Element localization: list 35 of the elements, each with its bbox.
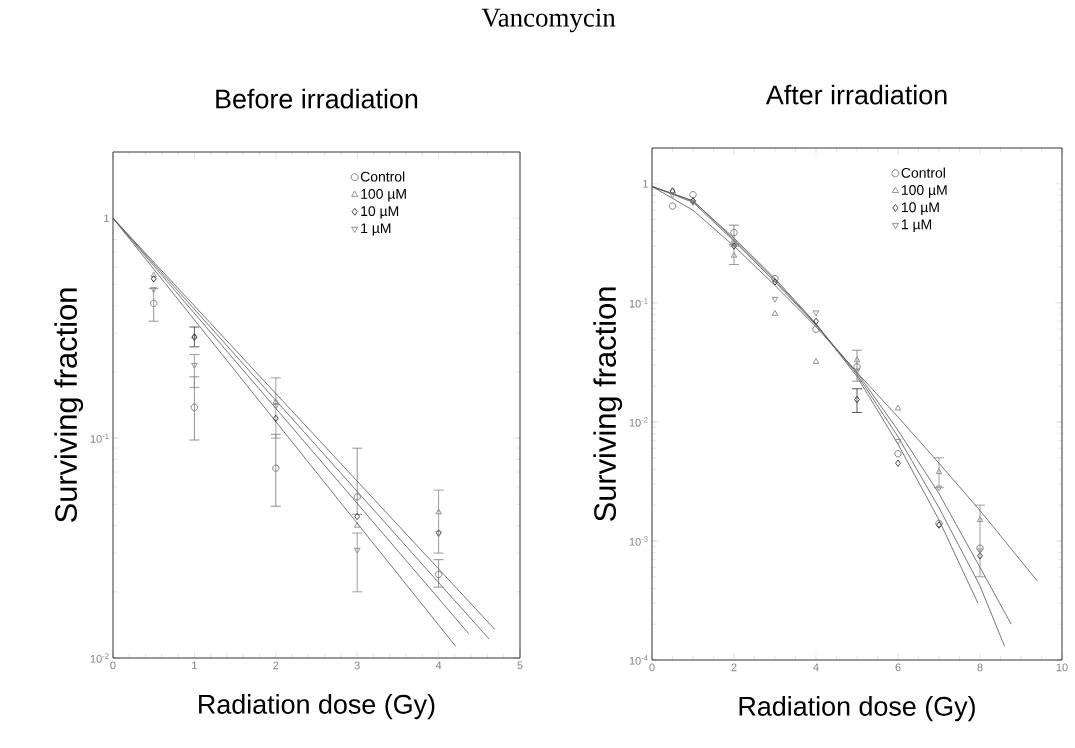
legend-label: 10 µM (361, 206, 399, 219)
y-tick-label: 10$^{-1}$ (629, 298, 648, 308)
legend-label: 100 µM (901, 185, 947, 198)
x-tick-label: 3 (354, 661, 360, 670)
chart-subtitle: After irradiation (765, 84, 947, 105)
legend-label: 100 µM (361, 188, 406, 202)
x-tick-label: 0 (649, 663, 655, 672)
y-tick-label: 10$^{-4}$ (629, 655, 648, 665)
y-tick-label: 10$^{-3}$ (629, 536, 648, 546)
y-tick-label: 10$^{-2}$ (629, 417, 648, 427)
x-tick-label: 8 (977, 663, 983, 672)
x-tick-label: 10 (1056, 663, 1068, 672)
y-tick-label: 10$^{-1}$ (90, 433, 109, 443)
legend-label: 10 µM (901, 202, 939, 215)
legend-label: 1 µM (361, 223, 391, 236)
chart-subtitle: Before irradiation (216, 88, 418, 109)
y-axis-title: Surviving fraction (593, 287, 623, 522)
x-tick-label: 5 (517, 661, 523, 670)
legend-label: Control (360, 171, 405, 182)
x-axis-title: Radiation dose (Gy) (739, 696, 975, 722)
x-tick-label: 2 (273, 661, 279, 670)
y-tick-label: 1 (643, 180, 648, 188)
chart-title: Vancomycin (481, 8, 616, 33)
x-tick-label: 4 (813, 663, 819, 672)
y-tick-label: 10$^{-2}$ (90, 653, 109, 663)
x-tick-label: 0 (110, 661, 116, 670)
x-tick-label: 6 (895, 663, 901, 672)
x-tick-label: 4 (435, 661, 442, 670)
legend-label: 1 µM (901, 219, 932, 233)
legend-label: Control (901, 167, 945, 178)
x-axis-title: Radiation dose (Gy) (199, 694, 435, 720)
y-axis-title: Surviving fraction (54, 288, 84, 523)
x-tick-label: 1 (192, 661, 197, 670)
y-tick-label: 1 (104, 214, 109, 222)
x-tick-label: 2 (731, 663, 737, 672)
